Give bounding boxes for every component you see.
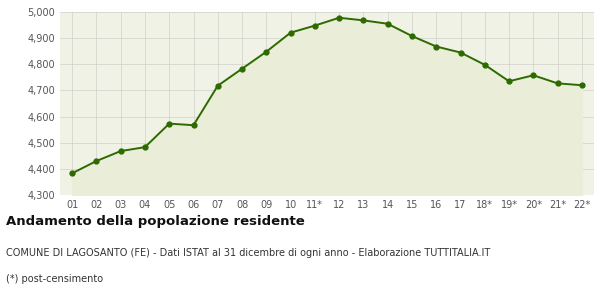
Text: (*) post-censimento: (*) post-censimento — [6, 274, 103, 284]
Text: COMUNE DI LAGOSANTO (FE) - Dati ISTAT al 31 dicembre di ogni anno - Elaborazione: COMUNE DI LAGOSANTO (FE) - Dati ISTAT al… — [6, 248, 490, 257]
Text: Andamento della popolazione residente: Andamento della popolazione residente — [6, 214, 305, 227]
